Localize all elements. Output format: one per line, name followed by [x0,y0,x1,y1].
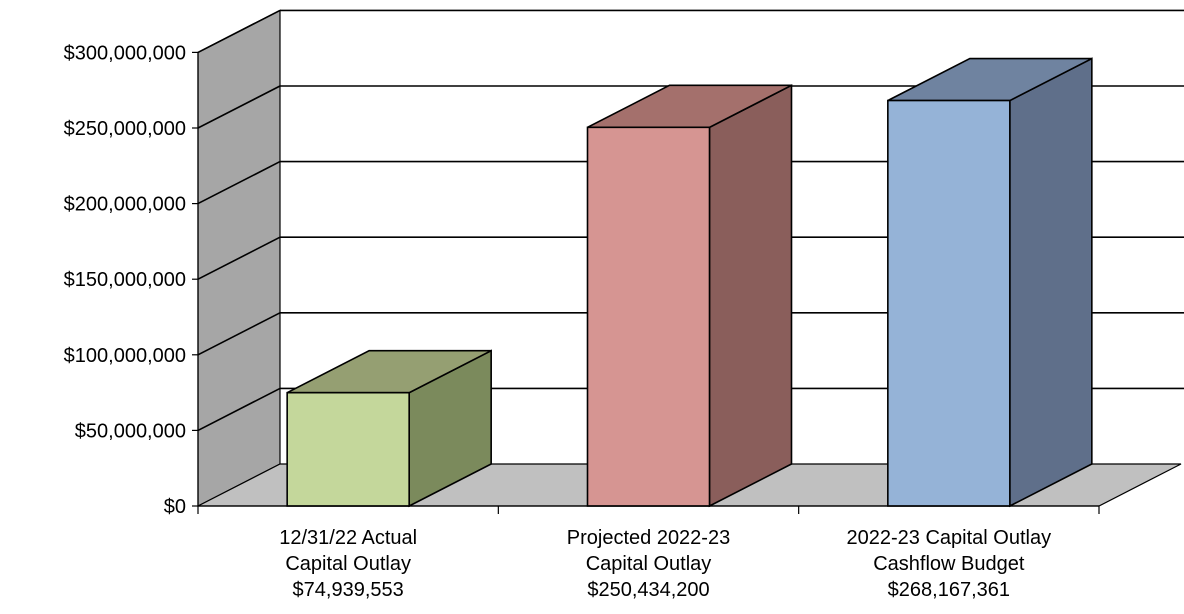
category-label: 2022-23 Capital Outlay [847,527,1052,549]
y-tick-label: $0 [164,496,186,518]
gridline-side [197,312,281,356]
bar [586,84,793,508]
category-label: Capital Outlay [586,553,712,575]
y-tick-label: $300,000,000 [64,42,186,64]
bar-side-face [1009,57,1093,508]
category-label: 12/31/22 Actual [279,527,417,549]
gridline-side [197,236,281,280]
bars [286,57,1093,508]
y-tick-label: $150,000,000 [64,269,186,291]
x-axis: 12/31/22 Actual Capital Outlay $74,939,553… [197,505,1100,601]
y-axis: $0 $50,000,000 $100,000,000 $150,000,000 $20… [64,42,199,518]
gridline-side [197,85,281,129]
category-label: $268,167,361 [888,579,1010,601]
bar-front-face [887,99,1011,507]
gridline-side [197,387,281,432]
category-label: Projected 2022-23 [567,527,730,549]
bar-side-face [708,84,793,508]
gridline-side [197,160,281,205]
category-label: Cashflow Budget [873,553,1025,575]
bar [286,349,492,508]
bar-front-face [286,391,410,507]
y-tick-label: $200,000,000 [64,194,186,216]
category-label: $74,939,553 [293,579,404,601]
category-label: Capital Outlay [285,553,411,575]
bar-front-face [586,126,711,507]
bar [887,57,1093,508]
gridline-side [197,9,281,54]
category-label: $250,434,200 [587,579,709,601]
y-tick-label: $100,000,000 [64,345,186,367]
y-tick-label: $50,000,000 [75,420,186,442]
y-tick-label: $250,000,000 [64,118,186,140]
